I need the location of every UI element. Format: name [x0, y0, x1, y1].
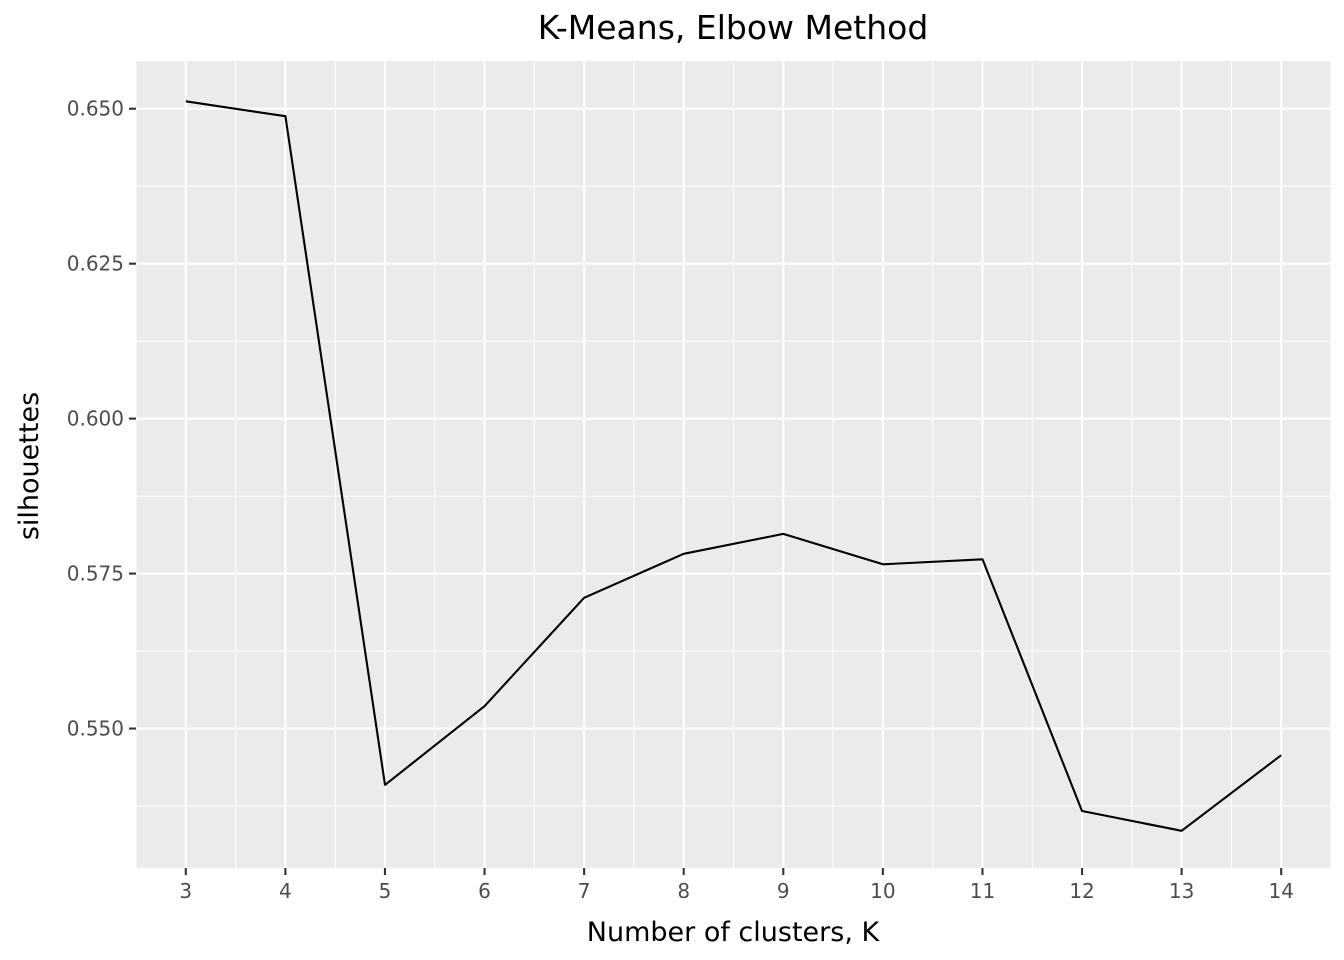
y-tick-label: 0.550: [67, 717, 124, 741]
x-tick-label: 10: [870, 879, 895, 903]
x-tick-label: 8: [677, 879, 690, 903]
x-axis-title: Number of clusters, K: [587, 917, 881, 948]
x-tick-label: 6: [478, 879, 491, 903]
x-tick-label: 3: [179, 879, 192, 903]
y-axis-title: silhouettes: [14, 392, 45, 540]
series-layer: [185, 100, 1282, 832]
chart-title: K-Means, Elbow Method: [538, 8, 929, 47]
x-tick-label: 9: [777, 879, 790, 903]
y-tick-label: 0.625: [67, 252, 124, 276]
x-tick-label: 7: [578, 879, 591, 903]
x-tick-label: 11: [970, 879, 995, 903]
x-tick-label: 4: [279, 879, 292, 903]
x-tick-label: 12: [1069, 879, 1094, 903]
axes: 3 4 5 6 7 8 9 10 11 12 13 14 0.550 0.575 0.600 0.625 0.6…: [67, 97, 1294, 903]
grid-lines: [135, 61, 1332, 868]
x-tick-label: 5: [379, 879, 392, 903]
y-tick-label: 0.650: [67, 97, 124, 121]
y-tick-label: 0.600: [67, 407, 124, 431]
x-tick-label: 13: [1169, 879, 1194, 903]
x-tick-label: 14: [1268, 879, 1293, 903]
series-line: [185, 100, 1282, 832]
y-tick-label: 0.575: [67, 562, 124, 586]
